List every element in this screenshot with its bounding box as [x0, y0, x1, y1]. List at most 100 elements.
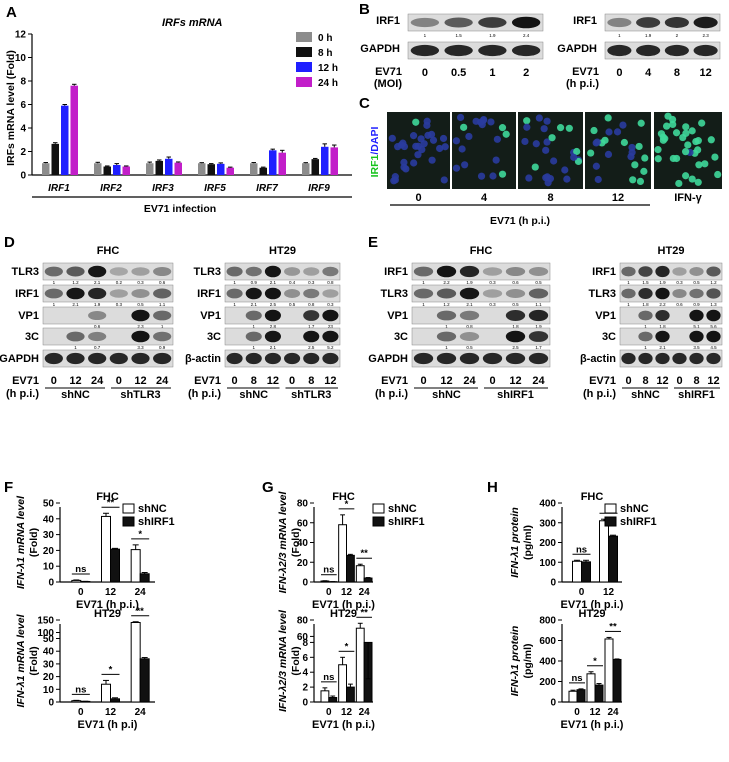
micrograph-cell	[427, 130, 436, 139]
panel-f-bottom-bar	[101, 683, 111, 703]
panel-e-right-lane: 12	[707, 375, 719, 387]
panel-b-right-irf1-strip	[604, 13, 721, 32]
micrograph-cell	[714, 170, 722, 179]
panel-d-right-group: shNC	[239, 389, 268, 401]
micrograph-cell	[694, 146, 702, 154]
panel-e-right-lane: 0	[625, 375, 631, 387]
panel-a-bar	[330, 147, 338, 175]
panel-d-left-blot-band	[88, 331, 107, 342]
panel-e-left-blot-band	[459, 265, 480, 278]
micrograph-cell	[543, 138, 551, 146]
panel-b-lane: 2	[523, 67, 529, 79]
panel-h-yunit: (pg/ml)	[522, 525, 534, 560]
micrograph-cell	[669, 154, 677, 163]
panel-d-right-title: HT29	[269, 245, 296, 257]
panel-g-legend-label: shNC	[388, 503, 417, 515]
panel-e-left-quant: 0.3	[489, 280, 496, 285]
panel-f-bottom-ytick-label: 50	[43, 634, 55, 645]
micrograph-cell	[458, 145, 466, 153]
panel-f-top-category: 0	[78, 587, 84, 598]
panel-g-top-xlabel: EV71 (h p.i.)	[312, 599, 375, 611]
micrograph-cell	[414, 151, 422, 159]
panel-g-bottom-ytick-label: 60	[297, 632, 309, 643]
panel-b-left-gapdh-band	[444, 44, 473, 57]
panel-e-right-title: HT29	[658, 245, 685, 257]
panel-d-left-title: FHC	[97, 245, 120, 257]
panel-d-left-hp-label: (h p.i.)	[6, 388, 39, 400]
micrograph-cell	[661, 135, 669, 143]
panel-g-top-title: FHC	[332, 491, 355, 503]
micrograph-cell	[628, 148, 636, 156]
panel-c-time-label: 8	[547, 192, 553, 204]
panel-f-top-bar	[101, 515, 111, 583]
panel-g-top-ytick-label: 80	[297, 499, 309, 510]
panel-e-right-quant: 1	[644, 345, 647, 350]
panel-e-right-blot-band	[672, 267, 687, 276]
panel-h-yunit: (pg/ml)	[522, 644, 534, 679]
panel-d-left-row-label: GAPDH	[0, 353, 39, 365]
panel-d-right-quant: 23	[328, 324, 334, 329]
panel-e-right-blot-band	[706, 309, 721, 322]
panel-d-right-blot-band	[264, 265, 281, 278]
panel-d-right-blot-band	[303, 288, 320, 299]
panel-b-lane: 1	[489, 67, 495, 79]
panel-b-quant: 2.4	[523, 33, 530, 38]
panel-a-bar	[113, 165, 121, 175]
panel-c-label: C	[359, 95, 370, 112]
panel-g-top-ytick-label: 60	[297, 518, 309, 529]
panel-a-bar	[311, 159, 319, 175]
panel-e-right-hp-label: (h p.i.)	[583, 388, 616, 400]
micrograph-cell	[472, 117, 480, 125]
panel-f-top-sig: **	[107, 497, 115, 508]
panel-d-right-blot-band	[322, 309, 339, 322]
panel-d-left-lane: 12	[69, 375, 81, 387]
micrograph-cell	[565, 124, 573, 132]
panel-g-bottom-ytick-label: 4	[302, 668, 308, 679]
micrograph-cell	[592, 162, 600, 170]
panel-f-bottom-ytick-label: 0	[48, 698, 54, 709]
panel-d-left-blot-band	[66, 331, 85, 342]
panel-d-right-ev-label: EV71	[194, 375, 221, 387]
panel-e-left-title: FHC	[470, 245, 493, 257]
panel-h-bottom-ytick-label: 0	[550, 698, 556, 709]
panel-c-xlabel: EV71 (h p.i.)	[490, 215, 550, 227]
panel-f-bottom-ytick-label: 20	[43, 672, 55, 683]
panel-e-left-blot-band	[436, 352, 457, 365]
panel-e-right-lane: 8	[693, 375, 699, 387]
panel-g-legend-swatch	[372, 503, 385, 514]
micrograph-cell	[460, 123, 468, 131]
panel-e-right-ev-label: EV71	[589, 375, 616, 387]
panel-h-bottom-ytick-label: 400	[539, 657, 556, 668]
panel-a-legend-swatch	[296, 47, 312, 57]
micrograph-cell	[694, 137, 702, 145]
panel-g-bottom-ytick-label: 8	[302, 638, 308, 649]
panel-h-top-category: 12	[603, 587, 615, 598]
panel-d-right-quant: 1.7	[308, 324, 315, 329]
panel-c-time-label: 12	[612, 192, 624, 204]
panel-d-left-blot-band	[131, 267, 150, 276]
panel-d-e-blots: FHC TLR3 1 1.2 2.1 0.2 0.3 0.6 IRF1 1 2.1 1.9 0.3 0.5…	[0, 245, 723, 401]
panel-a-ytick-label: 4	[20, 124, 26, 135]
micrograph-cell	[420, 140, 428, 148]
panel-d-left-quant: 0.6	[94, 324, 101, 329]
panel-d-left-blot-band	[44, 352, 63, 365]
panel-h-bottom-xlabel: EV71 (h p.i.)	[561, 719, 624, 731]
panel-d-right-blot-band	[226, 352, 243, 365]
panel-f-bottom-bar	[130, 622, 141, 703]
panel-e-right-row-label: TLR3	[589, 288, 617, 300]
panel-b-label: B	[359, 1, 370, 18]
micrograph-cell	[440, 176, 448, 184]
panel-c-time-label: IFN-γ	[674, 192, 702, 204]
micrograph-cell	[423, 121, 431, 129]
panel-e-left-quant: 0.8	[466, 324, 473, 329]
panel-h-top-category: 0	[579, 587, 585, 598]
panel-e-left-lane: 0	[420, 375, 426, 387]
panel-c-ylabel: IRF1/DAPI	[369, 127, 381, 178]
panel-b-quant: 1	[618, 33, 621, 38]
panel-g-top-category: 24	[359, 587, 371, 598]
micrograph-cell	[523, 117, 531, 125]
micrograph-cell	[672, 129, 681, 137]
panel-b-right-gapdh-band	[664, 44, 689, 57]
panel-e-right-quant: 1.2	[710, 280, 717, 285]
panel-d-left-blot-band	[153, 288, 172, 299]
